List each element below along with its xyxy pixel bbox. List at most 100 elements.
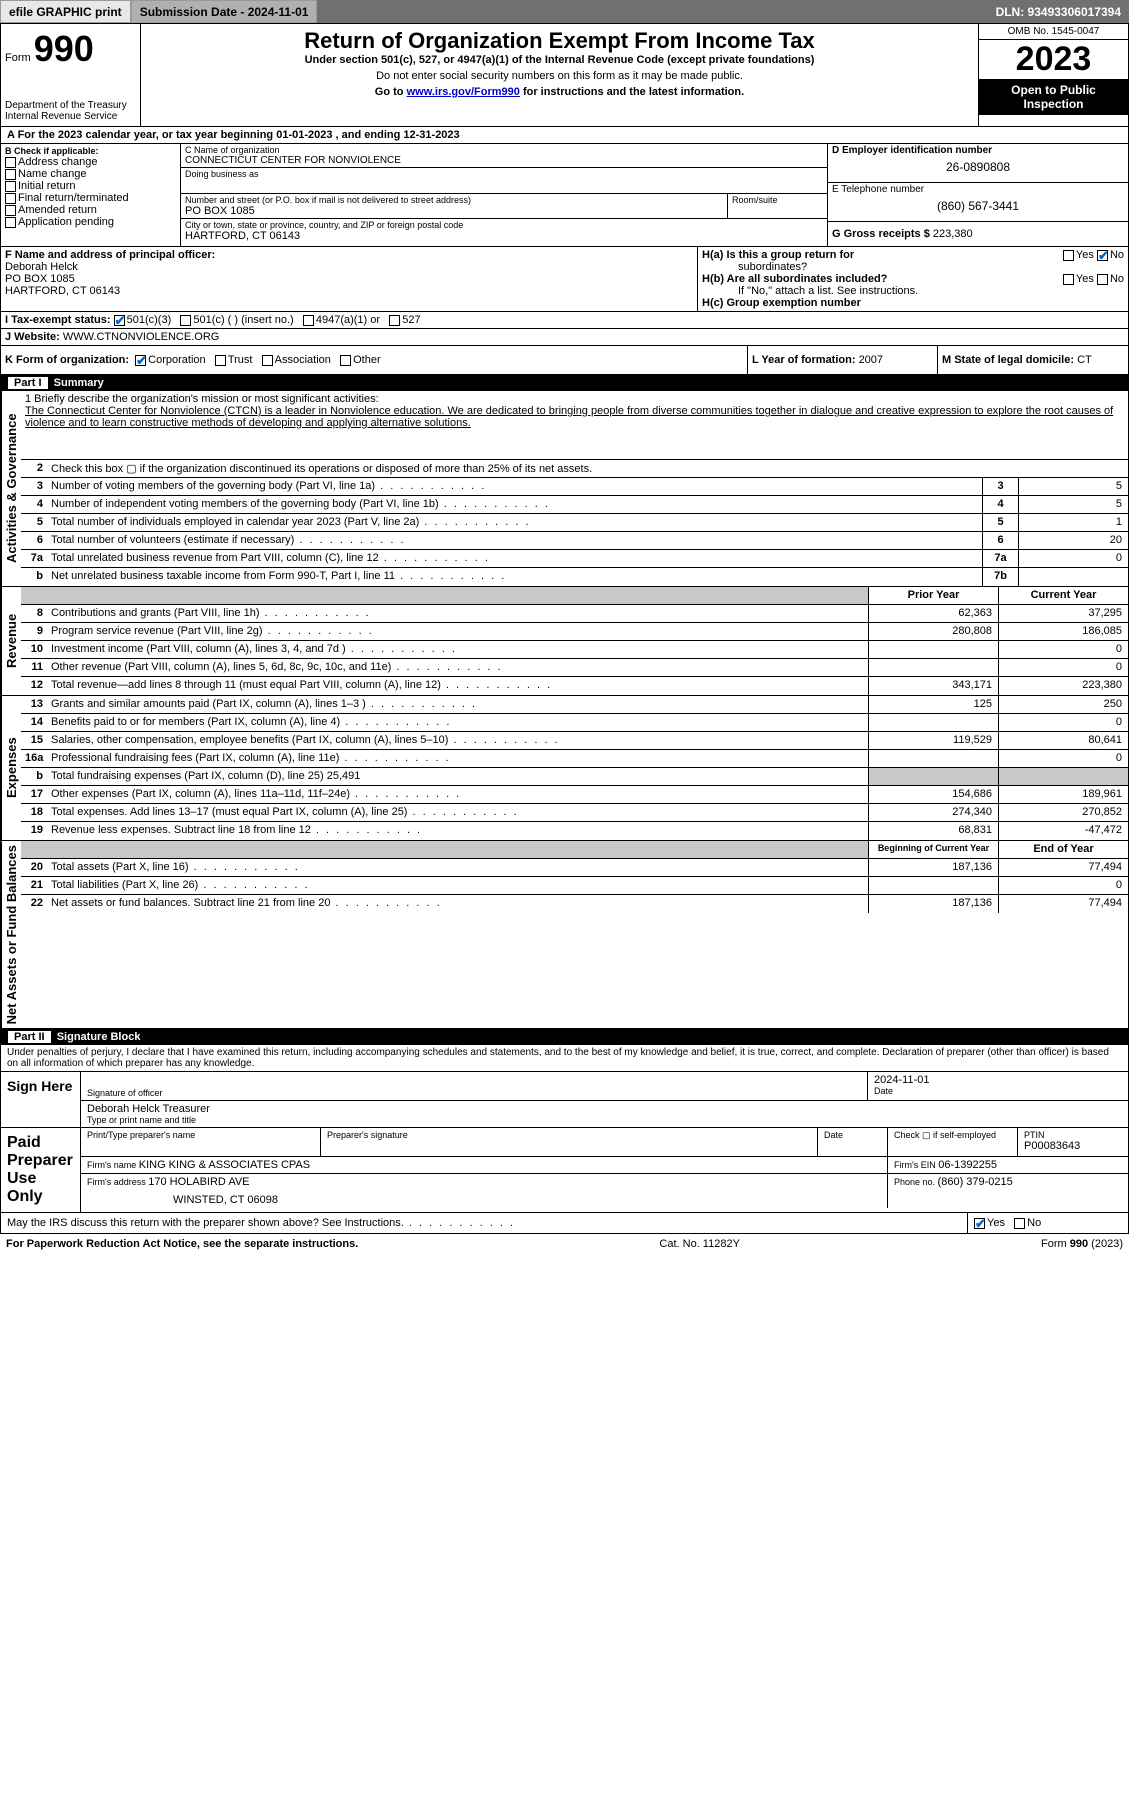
form-subtitle-1: Under section 501(c), 527, or 4947(a)(1)…	[149, 54, 970, 66]
curr-val: 0	[998, 641, 1128, 658]
dept-treasury: Department of the Treasury	[5, 100, 136, 111]
shade-cell	[868, 768, 998, 785]
chk-corp[interactable]	[135, 355, 146, 366]
opt-527: 527	[402, 314, 420, 326]
line-num: 7a	[21, 550, 47, 567]
tax-year: 2023	[979, 40, 1128, 79]
chk-address-change[interactable]	[5, 157, 16, 168]
chk-name-change-label: Name change	[18, 168, 87, 180]
amt-header-row: Prior Year Current Year	[21, 587, 1128, 605]
curr-val: -47,472	[998, 822, 1128, 840]
line-num: 18	[21, 804, 47, 821]
amt-row: 20Total assets (Part X, line 16)187,1367…	[21, 859, 1128, 877]
chk-hb-yes[interactable]	[1063, 274, 1074, 285]
phone-value: (860) 567-3441	[832, 199, 1124, 213]
submission-date: Submission Date - 2024-11-01	[131, 0, 318, 23]
part2-bar: Part II Signature Block	[0, 1029, 1129, 1045]
prior-val: 62,363	[868, 605, 998, 622]
ans-num: 3	[982, 478, 1018, 495]
line-text: Program service revenue (Part VIII, line…	[47, 623, 868, 640]
gross-receipts-value: 223,380	[933, 228, 973, 240]
hdr-blank2	[47, 587, 868, 604]
chk-ha-no[interactable]	[1097, 250, 1108, 261]
curr-val: 0	[998, 750, 1128, 767]
form-header: Form 990 Department of the Treasury Inte…	[0, 24, 1129, 127]
chk-final-return[interactable]	[5, 193, 16, 204]
sig-date-value: 2024-11-01	[874, 1074, 1122, 1086]
footer-left: For Paperwork Reduction Act Notice, see …	[6, 1238, 358, 1250]
ha-label2: subordinates?	[738, 261, 807, 273]
dba-label: Doing business as	[185, 169, 823, 179]
gov-row: 3Number of voting members of the governi…	[21, 478, 1128, 496]
chk-4947[interactable]	[303, 315, 314, 326]
chk-501c[interactable]	[180, 315, 191, 326]
chk-discuss-yes[interactable]	[974, 1218, 985, 1229]
line-num: 21	[21, 877, 47, 894]
hb-no: No	[1110, 273, 1124, 285]
ans-val: 1	[1018, 514, 1128, 531]
chk-ha-yes[interactable]	[1063, 250, 1074, 261]
chk-other[interactable]	[340, 355, 351, 366]
prior-val: 343,171	[868, 677, 998, 695]
line-text: Salaries, other compensation, employee b…	[47, 732, 868, 749]
firm-phone-label: Phone no.	[894, 1177, 938, 1187]
net-hdr-blank	[21, 841, 47, 858]
line-num: 8	[21, 605, 47, 622]
sig-date-label: Date	[874, 1086, 1122, 1096]
hb-note: If "No," attach a list. See instructions…	[738, 285, 1124, 297]
ans-val: 5	[1018, 478, 1128, 495]
ptin-value: P00083643	[1024, 1140, 1122, 1152]
box-f: F Name and address of principal officer:…	[1, 247, 698, 311]
chk-application-pending[interactable]	[5, 217, 16, 228]
form-subtitle-2: Do not enter social security numbers on …	[149, 70, 970, 82]
amt-row: 14Benefits paid to or for members (Part …	[21, 714, 1128, 732]
line-text: Professional fundraising fees (Part IX, …	[47, 750, 868, 767]
chk-trust[interactable]	[215, 355, 226, 366]
line-text: Total revenue—add lines 8 through 11 (mu…	[47, 677, 868, 695]
amt-row: 9Program service revenue (Part VIII, lin…	[21, 623, 1128, 641]
chk-hb-no[interactable]	[1097, 274, 1108, 285]
amt-row: 16aProfessional fundraising fees (Part I…	[21, 750, 1128, 768]
efile-print-button[interactable]: efile GRAPHIC print	[0, 0, 131, 23]
amt-row: 17Other expenses (Part IX, column (A), l…	[21, 786, 1128, 804]
line-num: 5	[21, 514, 47, 531]
opt-corp: Corporation	[148, 354, 205, 366]
sig-type-label: Type or print name and title	[87, 1115, 1122, 1125]
chk-assoc[interactable]	[262, 355, 273, 366]
goto-post: for instructions and the latest informat…	[523, 86, 744, 98]
curr-val: 270,852	[998, 804, 1128, 821]
box-j-row: J Website: WWW.CTNONVIOLENCE.ORG	[0, 329, 1129, 346]
side-revenue: Revenue	[1, 587, 21, 695]
mission-question: 1 Briefly describe the organization's mi…	[25, 393, 1124, 405]
line-num: 22	[21, 895, 47, 913]
chk-discuss-no[interactable]	[1014, 1218, 1025, 1229]
chk-amended-return[interactable]	[5, 205, 16, 216]
chk-name-change[interactable]	[5, 169, 16, 180]
period-begin: 01-01-2023	[276, 129, 332, 141]
amt-row: bTotal fundraising expenses (Part IX, co…	[21, 768, 1128, 786]
prior-val: 154,686	[868, 786, 998, 803]
firm-phone: (860) 379-0215	[938, 1176, 1013, 1188]
chk-501c3[interactable]	[114, 315, 125, 326]
preparer-sig-label: Preparer's signature	[327, 1130, 811, 1140]
box-b-label: B Check if applicable:	[5, 146, 176, 156]
irs-link[interactable]: www.irs.gov/Form990	[407, 86, 520, 98]
prior-val	[868, 750, 998, 767]
line-num: 17	[21, 786, 47, 803]
prior-val: 187,136	[868, 859, 998, 876]
footer-mid: Cat. No. 11282Y	[659, 1238, 740, 1250]
open-public-badge: Open to Public Inspection	[979, 79, 1128, 115]
goto-pre: Go to	[375, 86, 407, 98]
opt-501c: 501(c) ( ) (insert no.)	[193, 314, 293, 326]
curr-val: 186,085	[998, 623, 1128, 640]
line-text: Benefits paid to or for members (Part IX…	[47, 714, 868, 731]
line-num: 9	[21, 623, 47, 640]
curr-val: 250	[998, 696, 1128, 713]
ha-no: No	[1110, 249, 1124, 261]
chk-527[interactable]	[389, 315, 400, 326]
discuss-no: No	[1027, 1217, 1041, 1229]
chk-initial-return[interactable]	[5, 181, 16, 192]
org-name-label: C Name of organization	[185, 145, 823, 155]
line-text: Grants and similar amounts paid (Part IX…	[47, 696, 868, 713]
form-title: Return of Organization Exempt From Incom…	[149, 28, 970, 54]
